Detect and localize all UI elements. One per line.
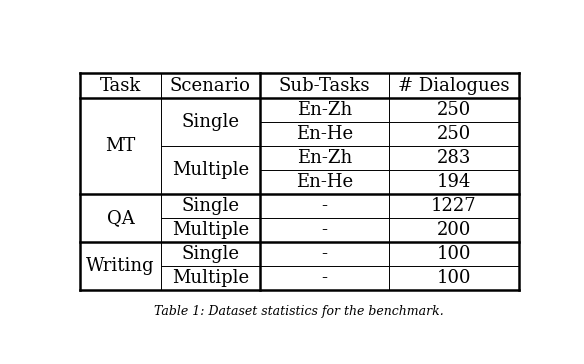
Text: QA: QA [106, 209, 134, 227]
Text: 250: 250 [437, 125, 471, 143]
Text: 100: 100 [437, 245, 471, 263]
Text: MT: MT [105, 137, 135, 155]
Text: En-He: En-He [296, 125, 353, 143]
Text: Multiple: Multiple [172, 161, 249, 179]
Text: Single: Single [182, 197, 239, 215]
Text: -: - [322, 197, 328, 215]
Text: 100: 100 [437, 269, 471, 287]
Text: En-Zh: En-Zh [297, 101, 352, 119]
Text: -: - [322, 221, 328, 239]
Text: 194: 194 [437, 173, 471, 191]
Text: -: - [322, 269, 328, 287]
Text: 1227: 1227 [431, 197, 477, 215]
Text: -: - [322, 245, 328, 263]
Text: Sub-Tasks: Sub-Tasks [279, 76, 370, 95]
Text: Table 1: Dataset statistics for the benchmark.: Table 1: Dataset statistics for the benc… [154, 305, 444, 318]
Text: Single: Single [182, 113, 239, 131]
Text: 283: 283 [437, 149, 471, 167]
Text: Single: Single [182, 245, 239, 263]
Text: Scenario: Scenario [170, 76, 251, 95]
Text: # Dialogues: # Dialogues [398, 76, 510, 95]
Text: Task: Task [100, 76, 141, 95]
Text: 200: 200 [437, 221, 471, 239]
Text: Multiple: Multiple [172, 269, 249, 287]
Text: Multiple: Multiple [172, 221, 249, 239]
Text: En-He: En-He [296, 173, 353, 191]
Text: 250: 250 [437, 101, 471, 119]
Text: Writing: Writing [86, 257, 155, 275]
Text: En-Zh: En-Zh [297, 149, 352, 167]
